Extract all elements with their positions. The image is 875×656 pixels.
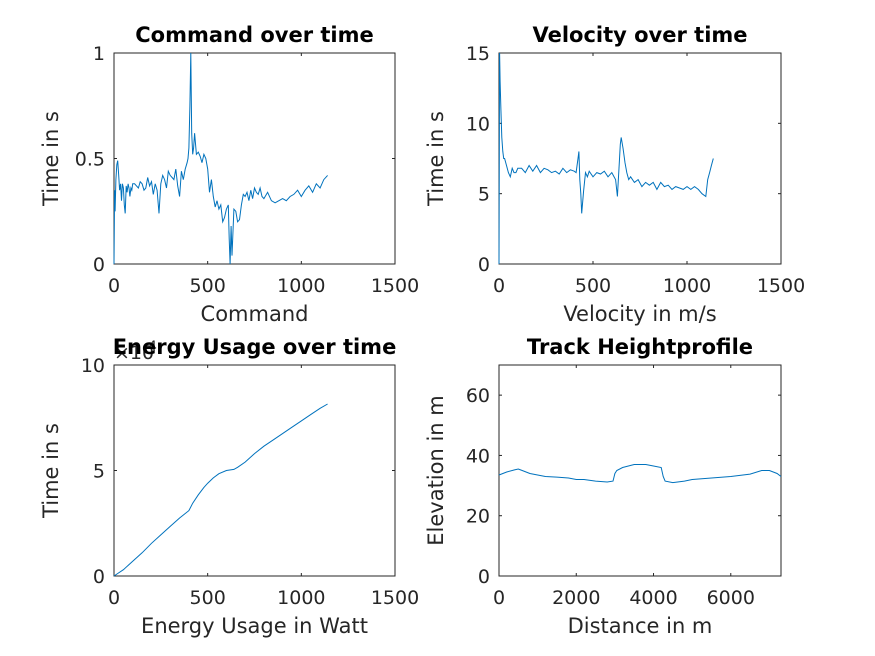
command-ytick-label: 0.5 bbox=[75, 149, 105, 171]
velocity-ytick-label: 0 bbox=[478, 254, 490, 276]
velocity-ytick-label: 5 bbox=[478, 184, 490, 206]
velocity-series-line bbox=[498, 52, 714, 265]
command-y-axis-label: Time in s bbox=[39, 111, 63, 207]
height-x-axis-label: Distance in m bbox=[568, 614, 713, 638]
energy-ytick-label: 10 bbox=[81, 355, 105, 377]
height-series-line bbox=[498, 464, 782, 484]
velocity-chart-title: Velocity over time bbox=[532, 23, 747, 47]
command-series-line bbox=[113, 52, 328, 265]
velocity-x-axis-label: Velocity in m/s bbox=[563, 302, 716, 326]
command-axes-box bbox=[113, 52, 396, 265]
energy-xtick-label: 500 bbox=[190, 587, 226, 609]
velocity-xtick-label: 1500 bbox=[757, 275, 805, 297]
velocity-xtick-label: 0 bbox=[493, 275, 505, 297]
velocity-ytick-label: 10 bbox=[466, 113, 490, 135]
height-y-axis-label: Elevation in m bbox=[424, 395, 448, 546]
height-ytick-label: 0 bbox=[478, 566, 490, 588]
height-xtick-label: 6000 bbox=[707, 587, 755, 609]
height-chart-title: Track Heightprofile bbox=[527, 335, 753, 359]
height-ytick-label: 60 bbox=[466, 385, 490, 407]
height-ytick-label: 20 bbox=[466, 506, 490, 528]
energy-series-line bbox=[113, 403, 328, 577]
command-chart: 0 500 1000 1500 0 0.5 1 Command over time Comman… bbox=[39, 23, 419, 326]
velocity-ytick-label: 15 bbox=[466, 43, 490, 65]
velocity-chart: 0 500 1000 1500 0 5 10 15 Velocity over time Velo… bbox=[424, 23, 805, 326]
energy-xtick-label: 0 bbox=[108, 587, 120, 609]
velocity-axes-box bbox=[498, 52, 782, 265]
energy-ytick-label: 0 bbox=[93, 566, 105, 588]
energy-x-axis-label: Energy Usage in Watt bbox=[141, 614, 368, 638]
energy-xtick-label: 1500 bbox=[371, 587, 419, 609]
energy-xtick-label: 1000 bbox=[277, 587, 325, 609]
energy-y-axis-label: Time in s bbox=[39, 423, 63, 519]
energy-ytick-label: 5 bbox=[93, 461, 105, 483]
height-chart: 0 2000 4000 6000 0 20 40 60 Track Heightprofile D… bbox=[424, 335, 782, 638]
height-axes-box bbox=[498, 364, 782, 577]
command-xtick-label: 0 bbox=[108, 275, 120, 297]
command-x-axis-label: Command bbox=[201, 302, 309, 326]
command-ytick-label: 0 bbox=[93, 254, 105, 276]
energy-chart-title: Energy Usage over time bbox=[113, 335, 397, 359]
command-xtick-label: 500 bbox=[190, 275, 226, 297]
height-ytick-label: 40 bbox=[466, 445, 490, 467]
command-chart-title: Command over time bbox=[135, 23, 373, 47]
height-xtick-label: 0 bbox=[493, 587, 505, 609]
command-ytick-label: 1 bbox=[93, 43, 105, 65]
command-xtick-label: 1500 bbox=[371, 275, 419, 297]
height-xtick-label: 2000 bbox=[552, 587, 600, 609]
velocity-y-axis-label: Time in s bbox=[424, 111, 448, 207]
energy-exponent-label: ×10 bbox=[114, 342, 154, 364]
velocity-xtick-label: 1000 bbox=[663, 275, 711, 297]
energy-exponent-power: 4 bbox=[148, 339, 157, 355]
velocity-xtick-label: 500 bbox=[575, 275, 611, 297]
energy-axes-box bbox=[113, 364, 396, 577]
command-xtick-label: 1000 bbox=[277, 275, 325, 297]
height-xtick-label: 4000 bbox=[629, 587, 677, 609]
